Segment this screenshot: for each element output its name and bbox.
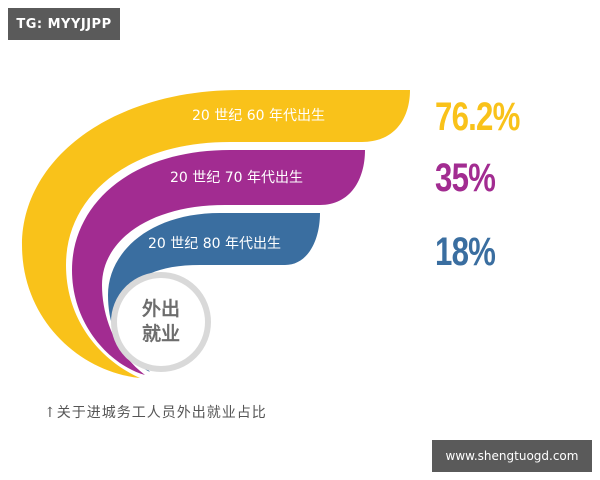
center-label: 外出 就业: [126, 297, 196, 347]
chart-caption: ↑关于进城务工人员外出就业占比: [44, 405, 267, 421]
center-circle: [111, 272, 211, 372]
band-label-80s: 20 世纪 80 年代出生: [148, 236, 281, 252]
telegram-tag: TG: MYYJJPP: [8, 8, 120, 40]
band-yellow-60s: [22, 90, 410, 378]
watermark-url: www.shengtuogd.com: [432, 440, 592, 472]
center-label-line1: 外出: [141, 298, 180, 320]
center-label-line2: 就业: [141, 323, 180, 345]
band-label-60s: 20 世纪 60 年代出生: [192, 108, 325, 124]
band-purple-60s-70s: [72, 150, 365, 375]
value-60s: 76.2%: [435, 95, 520, 139]
band-blue-80s: [108, 213, 320, 372]
band-label-70s: 20 世纪 70 年代出生: [170, 170, 303, 186]
value-70s: 35%: [435, 156, 496, 200]
value-80s: 18%: [435, 230, 496, 274]
